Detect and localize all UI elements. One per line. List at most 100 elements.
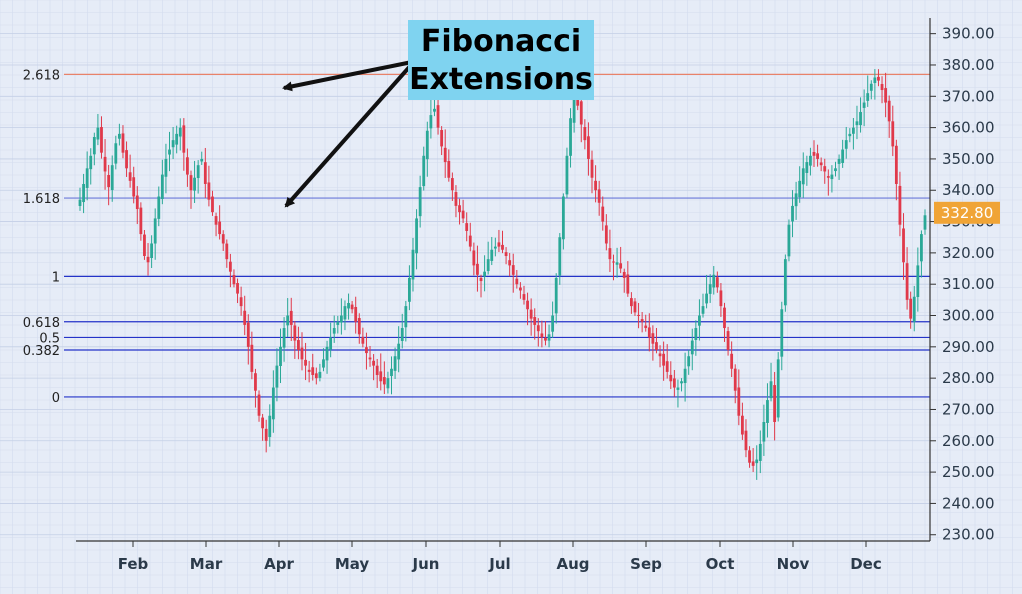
candle-body xyxy=(801,168,805,185)
candle-body xyxy=(855,121,859,126)
candle-body xyxy=(819,162,823,166)
y-tick-label: 310.00 xyxy=(942,275,995,293)
candle-body xyxy=(139,207,143,235)
candle-body xyxy=(676,387,680,390)
y-tick-label: 350.00 xyxy=(942,150,995,168)
candle-body xyxy=(282,328,286,348)
candle-body xyxy=(92,137,96,155)
candle-body xyxy=(859,111,862,126)
candle-body xyxy=(203,162,207,184)
candle-body xyxy=(350,304,354,310)
candle-body xyxy=(261,417,265,429)
candle-body xyxy=(816,153,819,159)
candle-body xyxy=(454,192,458,206)
candle-body xyxy=(150,243,154,258)
candle-body xyxy=(146,256,150,263)
candle-body xyxy=(604,225,608,244)
candle-body xyxy=(533,317,537,325)
candle-body xyxy=(719,290,723,307)
candle-body xyxy=(891,121,895,147)
candle-body xyxy=(275,365,279,388)
candle-body xyxy=(132,177,136,197)
candle-body xyxy=(372,360,376,366)
annotation-line2: Extensions xyxy=(409,62,593,97)
candle-body xyxy=(89,155,93,170)
last-price-label: 332.80 xyxy=(941,204,994,222)
candle-body xyxy=(135,195,139,210)
candle-body xyxy=(468,235,472,247)
candle-body xyxy=(246,322,250,347)
candle-body xyxy=(715,277,719,288)
candle-body xyxy=(583,127,587,141)
candle-body xyxy=(647,327,651,338)
candle-body xyxy=(837,158,841,164)
candle-body xyxy=(486,259,490,272)
candle-body xyxy=(862,102,866,108)
candle-body xyxy=(597,189,601,203)
y-axis-ticks: 230.00 240.00 250.00 260.00 270.00 280.00 290.… xyxy=(930,25,995,544)
candle-body xyxy=(812,152,816,156)
candle-body xyxy=(780,309,784,357)
candle-body xyxy=(390,368,393,377)
candle-body xyxy=(264,428,268,441)
annotation-line1: Fibonacci xyxy=(420,24,582,59)
candle-body xyxy=(422,155,426,187)
annotation-arrows xyxy=(282,60,414,208)
candle-body xyxy=(479,277,483,282)
candle-body xyxy=(218,221,222,235)
candle-body xyxy=(762,421,766,442)
last-price-tag: 332.80 xyxy=(934,201,1000,224)
candle-body xyxy=(916,265,920,298)
candle-body xyxy=(923,215,927,230)
candle-body xyxy=(594,180,597,191)
candle-body xyxy=(515,278,519,285)
candle-body xyxy=(551,315,555,332)
candle-body xyxy=(787,224,791,257)
candle-body xyxy=(848,133,852,137)
candle-body xyxy=(293,325,297,341)
candle-body xyxy=(250,344,254,372)
candle-body xyxy=(902,228,905,263)
fib-level-label: 0.382 xyxy=(23,344,60,359)
candle-body xyxy=(540,333,544,338)
candle-body xyxy=(601,206,605,222)
candle-body xyxy=(393,356,397,371)
candle-body xyxy=(178,127,182,137)
candle-body xyxy=(572,93,576,123)
candle-body xyxy=(751,461,755,466)
candle-body xyxy=(476,263,479,275)
candle-body xyxy=(257,394,261,416)
candle-body xyxy=(490,249,494,261)
candle-body xyxy=(544,337,547,341)
candle-body xyxy=(365,347,368,354)
candle-body xyxy=(798,180,802,198)
candle-body xyxy=(730,353,734,369)
candle-body xyxy=(436,105,440,128)
candle-body xyxy=(615,262,619,265)
candle-body xyxy=(493,246,497,249)
axes xyxy=(76,18,931,542)
candle-body xyxy=(834,168,837,172)
candle-body xyxy=(748,450,751,463)
candle-body xyxy=(851,127,855,134)
candle-body xyxy=(705,293,708,304)
candle-body xyxy=(873,77,877,84)
candle-body xyxy=(658,353,662,357)
candle-body xyxy=(440,130,444,147)
candle-body xyxy=(561,196,565,240)
candle-body xyxy=(662,353,666,366)
candle-body xyxy=(279,346,282,367)
y-tick-label: 320.00 xyxy=(942,244,995,262)
candle-body xyxy=(354,306,358,322)
candle-body xyxy=(880,84,884,91)
candle-body xyxy=(103,156,107,172)
candle-body xyxy=(375,365,379,376)
candle-body xyxy=(669,374,673,382)
candle-body xyxy=(805,162,809,173)
candle-body xyxy=(633,301,637,313)
candle-body xyxy=(465,223,469,231)
candle-body xyxy=(357,318,361,335)
candle-body xyxy=(766,400,769,423)
candle-body xyxy=(368,357,372,360)
